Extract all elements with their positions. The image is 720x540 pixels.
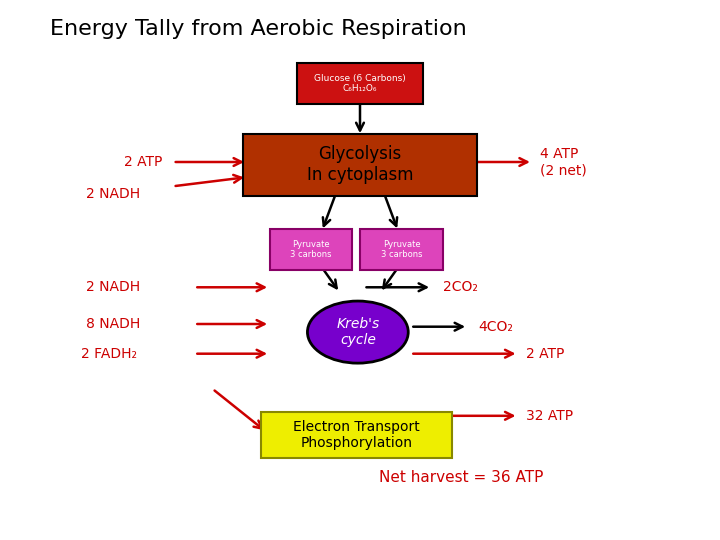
FancyBboxPatch shape xyxy=(269,229,353,269)
Text: Net harvest = 36 ATP: Net harvest = 36 ATP xyxy=(379,470,543,485)
Text: 2 ATP: 2 ATP xyxy=(526,347,564,361)
FancyBboxPatch shape xyxy=(261,411,452,458)
Text: Kreb's
cycle: Kreb's cycle xyxy=(336,317,379,347)
Text: 2 NADH: 2 NADH xyxy=(86,280,140,294)
Text: 2 FADH₂: 2 FADH₂ xyxy=(81,347,137,361)
Text: 2CO₂: 2CO₂ xyxy=(443,280,477,294)
FancyBboxPatch shape xyxy=(297,64,423,104)
Text: Electron Transport
Phosphorylation: Electron Transport Phosphorylation xyxy=(293,420,420,450)
Text: Pyruvate
3 carbons: Pyruvate 3 carbons xyxy=(381,240,423,259)
Text: Energy Tally from Aerobic Respiration: Energy Tally from Aerobic Respiration xyxy=(50,19,467,39)
Text: 4 ATP
(2 net): 4 ATP (2 net) xyxy=(540,147,587,177)
FancyBboxPatch shape xyxy=(361,229,444,269)
Text: 32 ATP: 32 ATP xyxy=(526,409,572,423)
Text: Pyruvate
3 carbons: Pyruvate 3 carbons xyxy=(290,240,332,259)
Text: 2 ATP: 2 ATP xyxy=(124,155,162,169)
Text: Glucose (6 Carbons)
C₆H₁₂O₆: Glucose (6 Carbons) C₆H₁₂O₆ xyxy=(314,74,406,93)
Text: 4CO₂: 4CO₂ xyxy=(479,320,513,334)
Text: 2 NADH: 2 NADH xyxy=(86,187,140,201)
Text: Glycolysis
In cytoplasm: Glycolysis In cytoplasm xyxy=(307,145,413,184)
Ellipse shape xyxy=(307,301,408,363)
Text: 8 NADH: 8 NADH xyxy=(86,317,140,331)
FancyBboxPatch shape xyxy=(243,134,477,195)
